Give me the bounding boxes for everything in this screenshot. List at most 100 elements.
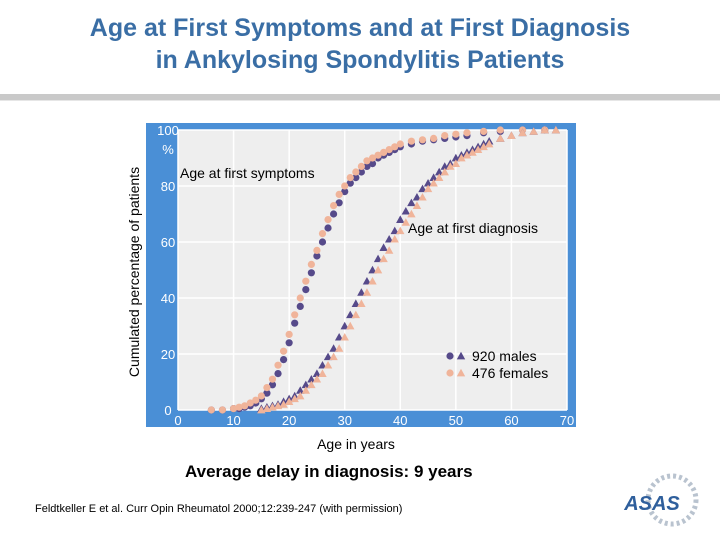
point-s2-24: [390, 226, 399, 235]
point-s2-8: [301, 380, 311, 389]
point-s2-23: [384, 235, 394, 243]
point-s0-12: [285, 339, 293, 347]
point-s1-31: [391, 143, 399, 151]
point-s3-10: [312, 375, 322, 383]
point-s3-4: [279, 400, 288, 408]
logo-ring: [645, 473, 699, 527]
point-s0-17: [313, 252, 321, 260]
point-s2-10: [312, 369, 322, 377]
point-s3-38: [468, 148, 477, 156]
point-s1-11: [279, 347, 288, 355]
point-s3-24: [390, 235, 399, 243]
slide-title-line-2: in Ankylosing Spondylitis Patients: [155, 46, 565, 74]
x-tick-label-4: 40: [393, 413, 407, 428]
point-s3-17: [351, 310, 361, 319]
point-s3-8: [301, 386, 311, 394]
point-s1-8: [263, 384, 271, 392]
point-s2-32: [434, 167, 444, 176]
point-s0-26: [363, 162, 371, 170]
point-s3-39: [473, 145, 483, 153]
point-s1-23: [346, 174, 354, 182]
point-s2-21: [373, 254, 383, 263]
point-s3-44: [518, 128, 527, 137]
point-s2-31: [429, 173, 438, 181]
point-s3-28: [412, 201, 422, 209]
x-tick-label-5: 50: [449, 413, 463, 428]
y-tick-label-4: 80: [161, 179, 175, 194]
point-s1-30: [385, 146, 393, 154]
point-s1-36: [441, 132, 449, 140]
point-s0-10: [274, 370, 282, 378]
point-s0-20: [330, 210, 338, 218]
point-s0-13: [291, 319, 299, 327]
point-s3-5: [284, 397, 294, 405]
point-s1-28: [374, 151, 382, 159]
point-s3-31: [429, 179, 438, 187]
point-s1-33: [407, 137, 415, 145]
grid-lines: [177, 129, 568, 411]
point-s1-18: [318, 230, 327, 238]
point-s1-4: [241, 402, 249, 410]
point-s3-14: [334, 344, 344, 352]
point-s3-36: [457, 153, 466, 162]
point-s1-19: [324, 216, 332, 224]
point-s3-40: [479, 142, 488, 151]
point-s3-25: [396, 226, 405, 235]
point-s3-21: [373, 265, 383, 274]
point-s0-23: [346, 179, 354, 187]
point-s1-16: [307, 260, 315, 268]
point-s3-22: [379, 254, 388, 263]
point-s0-25: [357, 168, 365, 176]
y-tick-label-5: 100: [157, 123, 179, 138]
point-s3-7: [296, 391, 305, 400]
point-s2-17: [351, 299, 361, 307]
point-s1-20: [330, 202, 338, 210]
point-s1-12: [285, 330, 293, 338]
point-s1-0: [207, 406, 215, 414]
y-tick-label-1: 20: [161, 347, 175, 362]
point-s2-27: [407, 198, 416, 207]
point-s1-29: [380, 148, 388, 156]
point-s3-13: [329, 352, 338, 361]
point-s2-9: [307, 375, 316, 383]
point-s3-37: [462, 151, 472, 159]
point-s0-19: [324, 224, 332, 232]
point-s1-3: [235, 403, 243, 411]
citation-text: Feldtkeller E et al. Curr Opin Rheumatol…: [35, 503, 403, 515]
point-s1-25: [357, 162, 365, 170]
point-s2-28: [412, 193, 422, 201]
y-tick-labels: 0 20 40 60 80 100: [157, 123, 179, 418]
point-s3-19: [362, 288, 372, 296]
x-tick-label-1: 10: [226, 413, 240, 428]
x-tick-labels: 0 10 20 30 40 50 60 70: [174, 413, 574, 428]
average-delay-summary: Average delay in diagnosis: 9 years: [185, 462, 473, 481]
legend-marker-triangle-0: [456, 351, 466, 360]
y-tick-label-3: 60: [161, 235, 175, 250]
point-s3-42: [496, 134, 505, 142]
point-s3-16: [346, 321, 355, 330]
series-3: [257, 125, 561, 414]
point-s1-40: [496, 126, 504, 134]
y-axis-label: Cumulated percentage of patients: [126, 167, 142, 377]
point-s2-16: [346, 310, 355, 319]
point-s0-14: [296, 302, 304, 310]
point-s3-11: [318, 369, 327, 377]
point-s1-10: [274, 361, 282, 369]
y-tick-label-2: 40: [161, 291, 175, 306]
point-s3-35: [451, 159, 461, 167]
title-divider-shadow: [0, 100, 720, 101]
point-s1-17: [313, 246, 321, 254]
point-s3-23: [384, 246, 394, 254]
series-1: [207, 126, 549, 414]
point-s3-33: [440, 167, 449, 176]
legend-label-1: 476 females: [472, 365, 548, 381]
point-s2-22: [379, 243, 388, 251]
legend-marker-triangle-1: [456, 368, 466, 377]
point-s3-45: [529, 127, 538, 135]
point-s0-11: [279, 356, 288, 364]
asas-logo: ASAS: [623, 473, 699, 527]
point-s1-21: [335, 190, 343, 198]
point-s2-7: [296, 386, 305, 394]
